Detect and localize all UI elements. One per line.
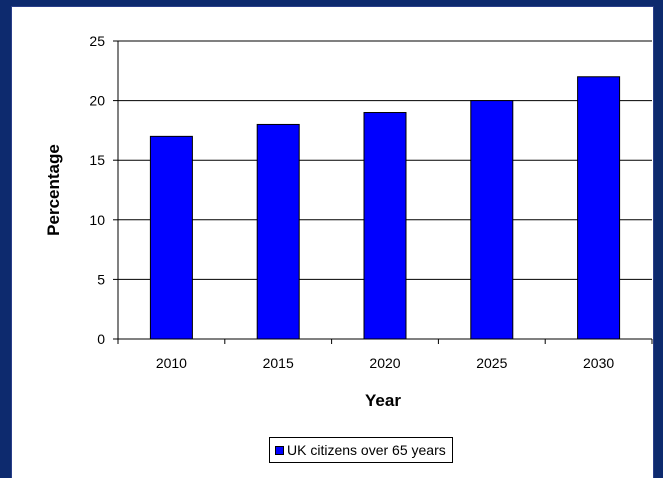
chart-panel: 0 5 10 15 20 25 2010 2015 2020 2025 2030 Percenta…	[11, 6, 654, 478]
bars	[149, 76, 621, 340]
legend-swatch	[275, 445, 284, 455]
bar-2015	[256, 123, 300, 340]
bar-2030	[577, 76, 621, 340]
bar-2020	[363, 112, 407, 340]
bar-2010	[149, 135, 193, 340]
x-axis-title: Year	[365, 391, 401, 410]
y-tick-label-5: 5	[97, 271, 105, 287]
bar-2025	[470, 100, 514, 340]
x-tick-label-2025: 2025	[476, 355, 507, 371]
y-tick-labels: 0 5 10 15 20 25	[89, 33, 105, 347]
x-tick-label-2015: 2015	[263, 355, 294, 371]
y-tick-label-20: 20	[89, 93, 105, 109]
x-tick-label-2020: 2020	[369, 355, 400, 371]
x-tick-label-2030: 2030	[583, 355, 614, 371]
y-axis-title: Percentage	[44, 144, 63, 236]
axes	[113, 40, 653, 344]
y-tick-label-15: 15	[89, 152, 105, 168]
legend: UK citizens over 65 years	[269, 437, 453, 463]
y-tick-label-10: 10	[89, 212, 105, 228]
y-tick-label-25: 25	[89, 33, 105, 49]
x-tick-label-2010: 2010	[156, 355, 187, 371]
legend-label: UK citizens over 65 years	[287, 442, 446, 458]
x-tick-labels: 2010 2015 2020 2025 2030	[156, 355, 615, 371]
y-tick-label-0: 0	[97, 331, 105, 347]
